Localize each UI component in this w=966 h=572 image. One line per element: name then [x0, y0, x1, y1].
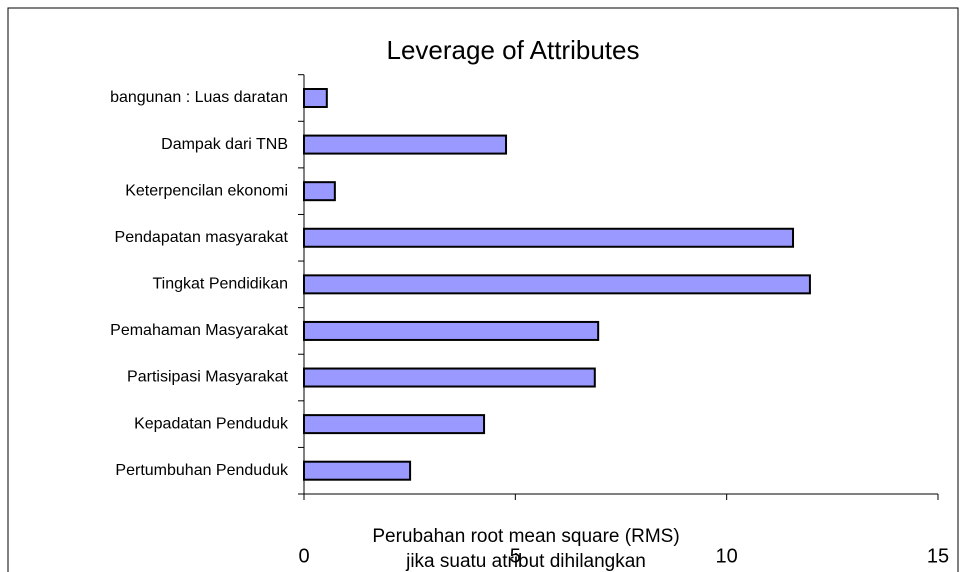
- bar: [303, 227, 795, 248]
- x-tick-label: 0: [298, 545, 309, 567]
- bar: [303, 274, 811, 295]
- y-tick-label: Tingkat Pendidikan: [153, 276, 289, 293]
- bar: [303, 414, 486, 435]
- bar: [303, 460, 412, 481]
- x-axis-label: jika suatu atribut dihilangkan: [405, 551, 646, 572]
- x-tick-label: 10: [716, 545, 738, 567]
- x-tick-label: 5: [510, 545, 521, 567]
- chart-title: Leverage of Attributes: [387, 35, 640, 65]
- x-axis-label: Perubahan root mean square (RMS): [372, 526, 679, 547]
- bar: [303, 320, 600, 341]
- y-tick-label: Partisipasi Masyarakat: [127, 369, 289, 386]
- y-tick-label: Keterpencilan ekonomi: [125, 182, 288, 199]
- x-tick-label: 15: [927, 545, 949, 567]
- bar: [303, 181, 336, 202]
- bar: [303, 367, 596, 388]
- bar: [303, 87, 328, 108]
- bar: [303, 134, 508, 155]
- chart-border: [7, 7, 959, 572]
- y-tick-label: Pemahaman Masyarakat: [110, 322, 288, 339]
- y-tick-label: Kepadatan Penduduk: [134, 415, 289, 432]
- y-tick-label: bangunan : Luas daratan: [110, 89, 288, 106]
- y-tick-label: Pendapatan masyarakat: [115, 229, 289, 246]
- y-tick-label: Dampak dari TNB: [161, 136, 288, 153]
- y-tick-label: Pertumbuhan Penduduk: [115, 462, 289, 479]
